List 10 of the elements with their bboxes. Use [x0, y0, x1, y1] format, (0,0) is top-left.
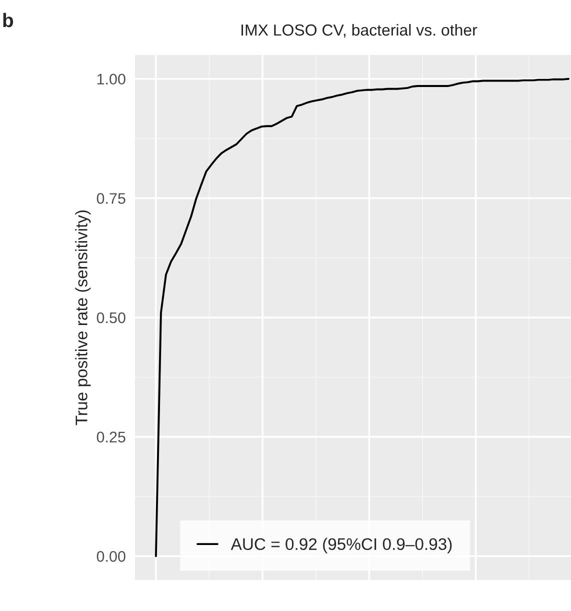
chart-title: IMX LOSO CV, bacterial vs. other: [242, 24, 478, 38]
y-tick-label: 0.75: [96, 193, 126, 204]
line-series: [154, 78, 570, 558]
y-axis-title: True positive rate (sensitivity): [75, 210, 91, 426]
y-tick-label: 0.50: [96, 312, 126, 324]
y-tick-label: 1.00: [97, 74, 126, 85]
y-tick-label: 0.00: [96, 551, 126, 562]
legend-label: AUC = 0.92 (95%CI 0.9–0.93): [230, 538, 452, 554]
y-tick-label: 0.25: [96, 432, 126, 443]
text: b: [3, 12, 14, 28]
